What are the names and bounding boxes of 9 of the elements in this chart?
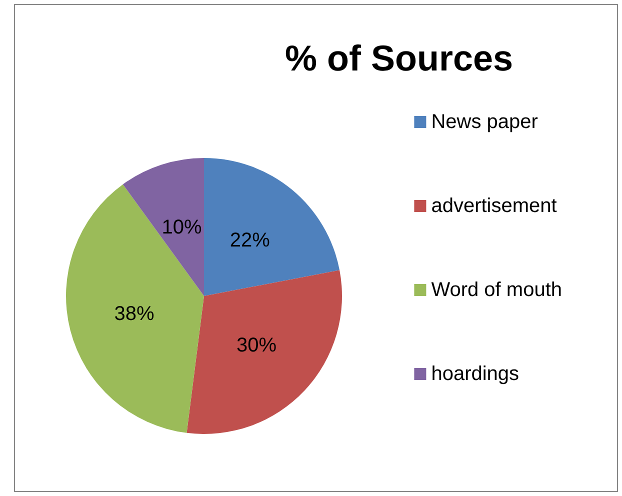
data-label: 10% bbox=[162, 216, 202, 239]
legend-label: Word of mouth bbox=[431, 279, 562, 301]
chart-title: % of Sources bbox=[285, 38, 514, 78]
legend-label: advertisement bbox=[431, 195, 558, 217]
data-label: 30% bbox=[236, 334, 277, 356]
legend-label: hoardings bbox=[431, 363, 520, 385]
data-label: 22% bbox=[230, 230, 270, 252]
legend-label: News paper bbox=[431, 111, 538, 133]
data-label: 38% bbox=[114, 302, 154, 325]
